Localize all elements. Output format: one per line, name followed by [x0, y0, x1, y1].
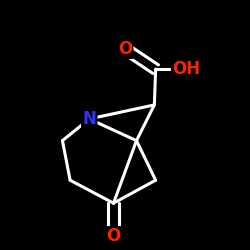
Text: O: O: [106, 228, 121, 246]
Text: N: N: [82, 110, 96, 128]
Text: O: O: [118, 40, 132, 58]
Text: OH: OH: [172, 60, 200, 78]
